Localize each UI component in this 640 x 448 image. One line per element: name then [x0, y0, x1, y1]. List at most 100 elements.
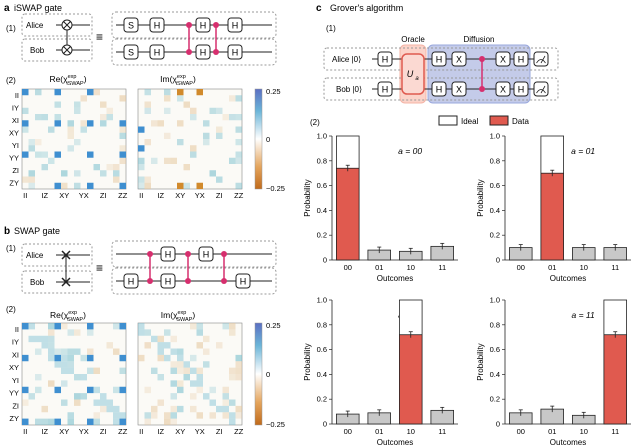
matrix-cell: [100, 170, 107, 177]
y-tick-label: 0: [496, 256, 500, 265]
matrix-cell: [190, 114, 197, 121]
panel-b-title: SWAP gate: [14, 226, 60, 236]
matrix-col-label: IZ: [157, 427, 164, 436]
chart-subtitle: a = 01: [571, 146, 595, 156]
x-tick-label: 00: [344, 263, 352, 272]
matrix-col-label: ZI: [100, 191, 107, 200]
svg-text:H: H: [200, 21, 207, 31]
matrix-cell: [190, 367, 197, 374]
matrix-cell: [61, 348, 68, 355]
matrix-cell: [138, 354, 145, 362]
matrix-cell-strong: [177, 182, 184, 189]
im-chi-swap-title: Im(χexp SWAP): [161, 310, 196, 323]
oracle-gate: U a: [401, 53, 425, 95]
matrix-cell: [229, 157, 236, 164]
matrix-cell-strong: [54, 151, 61, 158]
svg-text:H: H: [232, 48, 239, 58]
panel-b-circuit-label: (1): [6, 244, 16, 253]
matrix-cell: [216, 342, 223, 349]
matrix-row-label: II: [15, 91, 19, 100]
matrix-cell: [28, 170, 35, 177]
matrix-cell: [74, 182, 81, 189]
gate-h-top: H: [227, 17, 243, 33]
cphase-dot: [479, 56, 485, 62]
svg-text:H: H: [165, 277, 172, 287]
matrix-cell: [229, 418, 236, 425]
iswap-left-circuit: Alice Bob: [21, 13, 93, 62]
matrix-cell: [41, 418, 48, 425]
y-tick-label: 0.2: [317, 231, 327, 240]
gate-h-top: H: [198, 246, 214, 262]
cphase-dot: [186, 49, 192, 55]
matrix-cell: [80, 95, 87, 102]
matrix-cell: [170, 405, 177, 413]
matrix-row-label: ZI: [12, 166, 19, 175]
matrix-cell: [48, 157, 55, 164]
matrix-cell: [113, 348, 120, 355]
legend: Ideal Data: [438, 115, 529, 126]
gate-x-bob: X: [451, 81, 467, 97]
svg-text:H: H: [240, 277, 247, 287]
matrix-cell-strong: [87, 323, 94, 330]
gate-x-alice: X: [495, 51, 511, 67]
y-tick-label: 0.6: [490, 345, 500, 354]
matrix-row-label: ZY: [9, 178, 19, 187]
svg-text:S: S: [128, 21, 134, 31]
matrix-cell: [190, 354, 197, 362]
panel-c-letter: c: [316, 3, 322, 14]
matrix-cell-strong: [54, 386, 61, 394]
matrix-col-label: II: [139, 191, 143, 200]
y-tick-label: 0.2: [490, 231, 500, 240]
matrix-cell: [229, 114, 236, 121]
matrix-cell-strong: [22, 386, 29, 394]
svg-text:H: H: [165, 250, 172, 260]
matrix-cell: [93, 386, 100, 394]
cphase-dot: [147, 251, 153, 257]
matrix-cell: [170, 412, 177, 419]
matrix-cell: [157, 374, 164, 381]
matrix-cell: [222, 412, 229, 419]
legend-data-label: Data: [512, 117, 529, 126]
matrix-cell: [235, 182, 242, 189]
matrix-cell: [67, 348, 74, 355]
matrix-row-label: II: [15, 325, 19, 334]
matrix-row-label: ZY: [9, 414, 19, 423]
gate-h-bottom: H: [227, 44, 243, 60]
matrix-cell: [93, 367, 100, 374]
matrix-cell: [119, 145, 126, 152]
matrix-col-label: YX: [79, 427, 89, 436]
gate-s-top: S: [123, 17, 139, 33]
matrix-cell: [177, 348, 184, 355]
matrix-cell: [229, 367, 236, 374]
matrix-cell-strong: [54, 354, 61, 362]
matrix-cell: [67, 354, 74, 362]
y-tick-label: 0.4: [490, 370, 500, 379]
matrix-cell: [170, 418, 177, 425]
matrix-cell: [177, 361, 184, 368]
matrix-cell: [196, 342, 203, 349]
matrix-cell: [235, 354, 242, 362]
grover-circuit: Oracle Diffusion Alice |0⟩ Bob |0⟩ H H U…: [323, 35, 559, 104]
matrix-col-label: II: [23, 427, 27, 436]
matrix-cell: [222, 386, 229, 394]
y-axis-label: Probability: [303, 179, 312, 216]
matrix-cell: [190, 405, 197, 413]
matrix-cell-strong: [87, 418, 94, 425]
gate-h-bob: H: [377, 81, 393, 97]
matrix-cell: [203, 348, 210, 355]
matrix-cell-strong: [196, 182, 203, 189]
gate-s-bottom: S: [123, 44, 139, 60]
matrix-cell: [138, 182, 145, 189]
bob-label: Bob: [30, 278, 45, 287]
matrix-cell: [113, 386, 120, 394]
panel-a-letter: a: [4, 3, 10, 14]
matrix-cell: [54, 361, 61, 368]
matrix-cell-strong: [138, 145, 145, 152]
matrix-cell: [190, 151, 197, 158]
matrix-cell-strong: [87, 354, 94, 362]
cphase-dot: [213, 22, 219, 28]
matrix-cell: [183, 164, 190, 171]
x-tick-label: 01: [375, 427, 383, 436]
equiv-b: ≡: [96, 261, 103, 275]
cphase-dot: [186, 22, 192, 28]
